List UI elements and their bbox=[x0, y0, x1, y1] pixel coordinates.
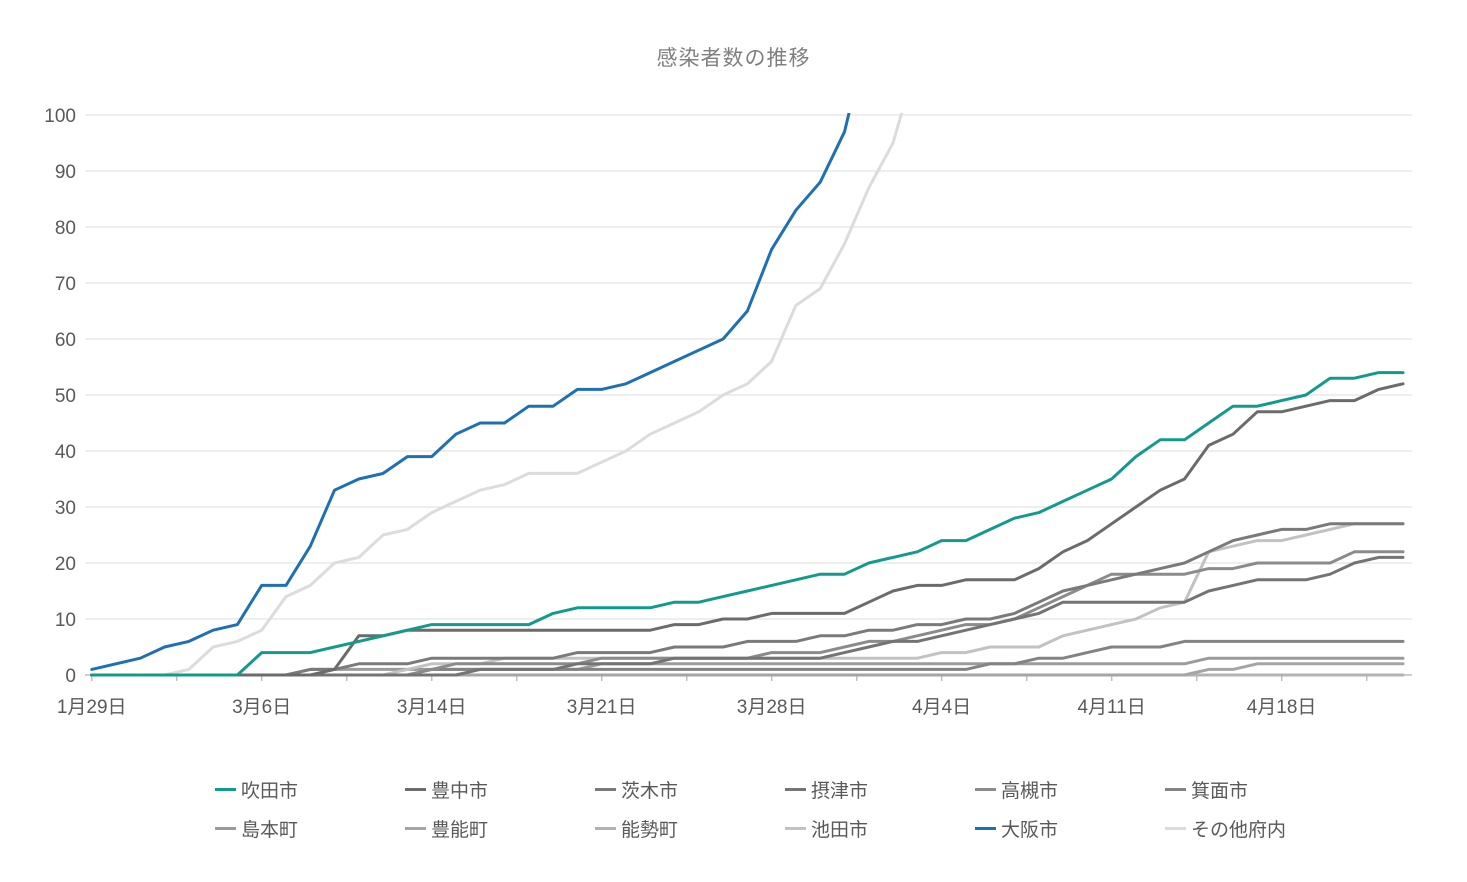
legend-label-settsu: 摂津市 bbox=[811, 781, 869, 802]
y-axis-label: 30 bbox=[55, 498, 76, 519]
legend-item-takatsuki: 高槻市 bbox=[975, 770, 1165, 809]
legend-item-settsu: 摂津市 bbox=[785, 770, 975, 809]
legend-item-ikeda: 池田市 bbox=[785, 809, 975, 848]
legend-swatch-ibaraki bbox=[595, 788, 616, 791]
series-line-ibaraki bbox=[90, 522, 1405, 677]
y-axis-label: 90 bbox=[55, 162, 76, 183]
legend-label-sonota: その他府内 bbox=[1191, 820, 1287, 841]
series-line-suita bbox=[90, 371, 1405, 677]
x-axis-label: 3月14日 bbox=[397, 697, 467, 718]
series-line-sonota bbox=[90, 113, 904, 677]
y-axis-label: 0 bbox=[65, 666, 76, 687]
legend-swatch-ikeda bbox=[785, 827, 806, 830]
legend-label-shimamoto: 島本町 bbox=[241, 820, 299, 841]
x-axis-label: 1月29日 bbox=[57, 697, 127, 718]
y-axis-label: 50 bbox=[55, 386, 76, 407]
legend-swatch-settsu bbox=[785, 788, 806, 791]
y-axis-label: 10 bbox=[55, 610, 76, 631]
legend-swatch-shimamoto bbox=[215, 827, 236, 830]
legend-label-ibaraki: 茨木市 bbox=[621, 781, 679, 802]
x-axis-label: 4月18日 bbox=[1247, 697, 1317, 718]
x-axis-label: 3月6日 bbox=[232, 697, 291, 718]
legend-item-toyonaka: 豊中市 bbox=[405, 770, 595, 809]
legend-item-suita: 吹田市 bbox=[215, 770, 405, 809]
legend-swatch-toyonaka bbox=[405, 788, 426, 791]
legend-item-toyono: 豊能町 bbox=[405, 809, 595, 848]
legend-label-minoh: 箕面市 bbox=[1191, 781, 1249, 802]
legend-label-ikeda: 池田市 bbox=[811, 820, 869, 841]
x-axis-label: 3月28日 bbox=[737, 697, 807, 718]
legend-label-toyonaka: 豊中市 bbox=[431, 781, 489, 802]
legend-swatch-minoh bbox=[1165, 788, 1186, 791]
legend-swatch-toyono bbox=[405, 827, 426, 830]
chart-title: 感染者数の推移 bbox=[656, 47, 811, 70]
legend-label-osaka: 大阪市 bbox=[1001, 820, 1059, 841]
y-axis-label: 100 bbox=[44, 106, 76, 127]
legend-item-osaka: 大阪市 bbox=[975, 809, 1165, 848]
y-axis-label: 40 bbox=[55, 442, 76, 463]
legend-item-ibaraki: 茨木市 bbox=[595, 770, 785, 809]
x-axis-label: 4月4日 bbox=[912, 697, 971, 718]
legend-swatch-nose bbox=[595, 827, 616, 830]
legend-label-takatsuki: 高槻市 bbox=[1001, 781, 1059, 802]
legend-swatch-takatsuki bbox=[975, 788, 996, 791]
legend-item-nose: 能勢町 bbox=[595, 809, 785, 848]
legend-label-suita: 吹田市 bbox=[241, 781, 299, 802]
y-axis-label: 20 bbox=[55, 554, 76, 575]
chart-legend: 吹田市 豊中市 茨木市 摂津市 高槻市 箕面市島本町 豊能町 能勢町 池田市 大阪市 その他府内 bbox=[215, 770, 1375, 848]
y-axis-label: 60 bbox=[55, 330, 76, 351]
chart-plot: 0 10 20 30 40 50 60 70 80 90 100 1月29日 3月6日 3月14日 3月21… bbox=[44, 106, 1412, 718]
series-line-takatsuki bbox=[90, 550, 1405, 677]
legend-item-sonota: その他府内 bbox=[1165, 809, 1355, 848]
legend-item-minoh: 箕面市 bbox=[1165, 770, 1355, 809]
legend-item-shimamoto: 島本町 bbox=[215, 809, 405, 848]
legend-swatch-suita bbox=[215, 788, 236, 791]
x-axis-label: 4月11日 bbox=[1077, 697, 1145, 718]
series-line-osaka bbox=[90, 113, 851, 671]
legend-swatch-osaka bbox=[975, 827, 996, 830]
legend-swatch-sonota bbox=[1165, 827, 1186, 830]
legend-label-nose: 能勢町 bbox=[621, 820, 679, 841]
series-line-shimamoto bbox=[90, 656, 1405, 677]
y-axis-label: 70 bbox=[55, 274, 76, 295]
legend-label-toyono: 豊能町 bbox=[431, 820, 489, 841]
x-axis-label: 3月21日 bbox=[567, 697, 637, 718]
y-axis-label: 80 bbox=[55, 218, 76, 239]
series-line-toyonaka bbox=[90, 382, 1405, 677]
